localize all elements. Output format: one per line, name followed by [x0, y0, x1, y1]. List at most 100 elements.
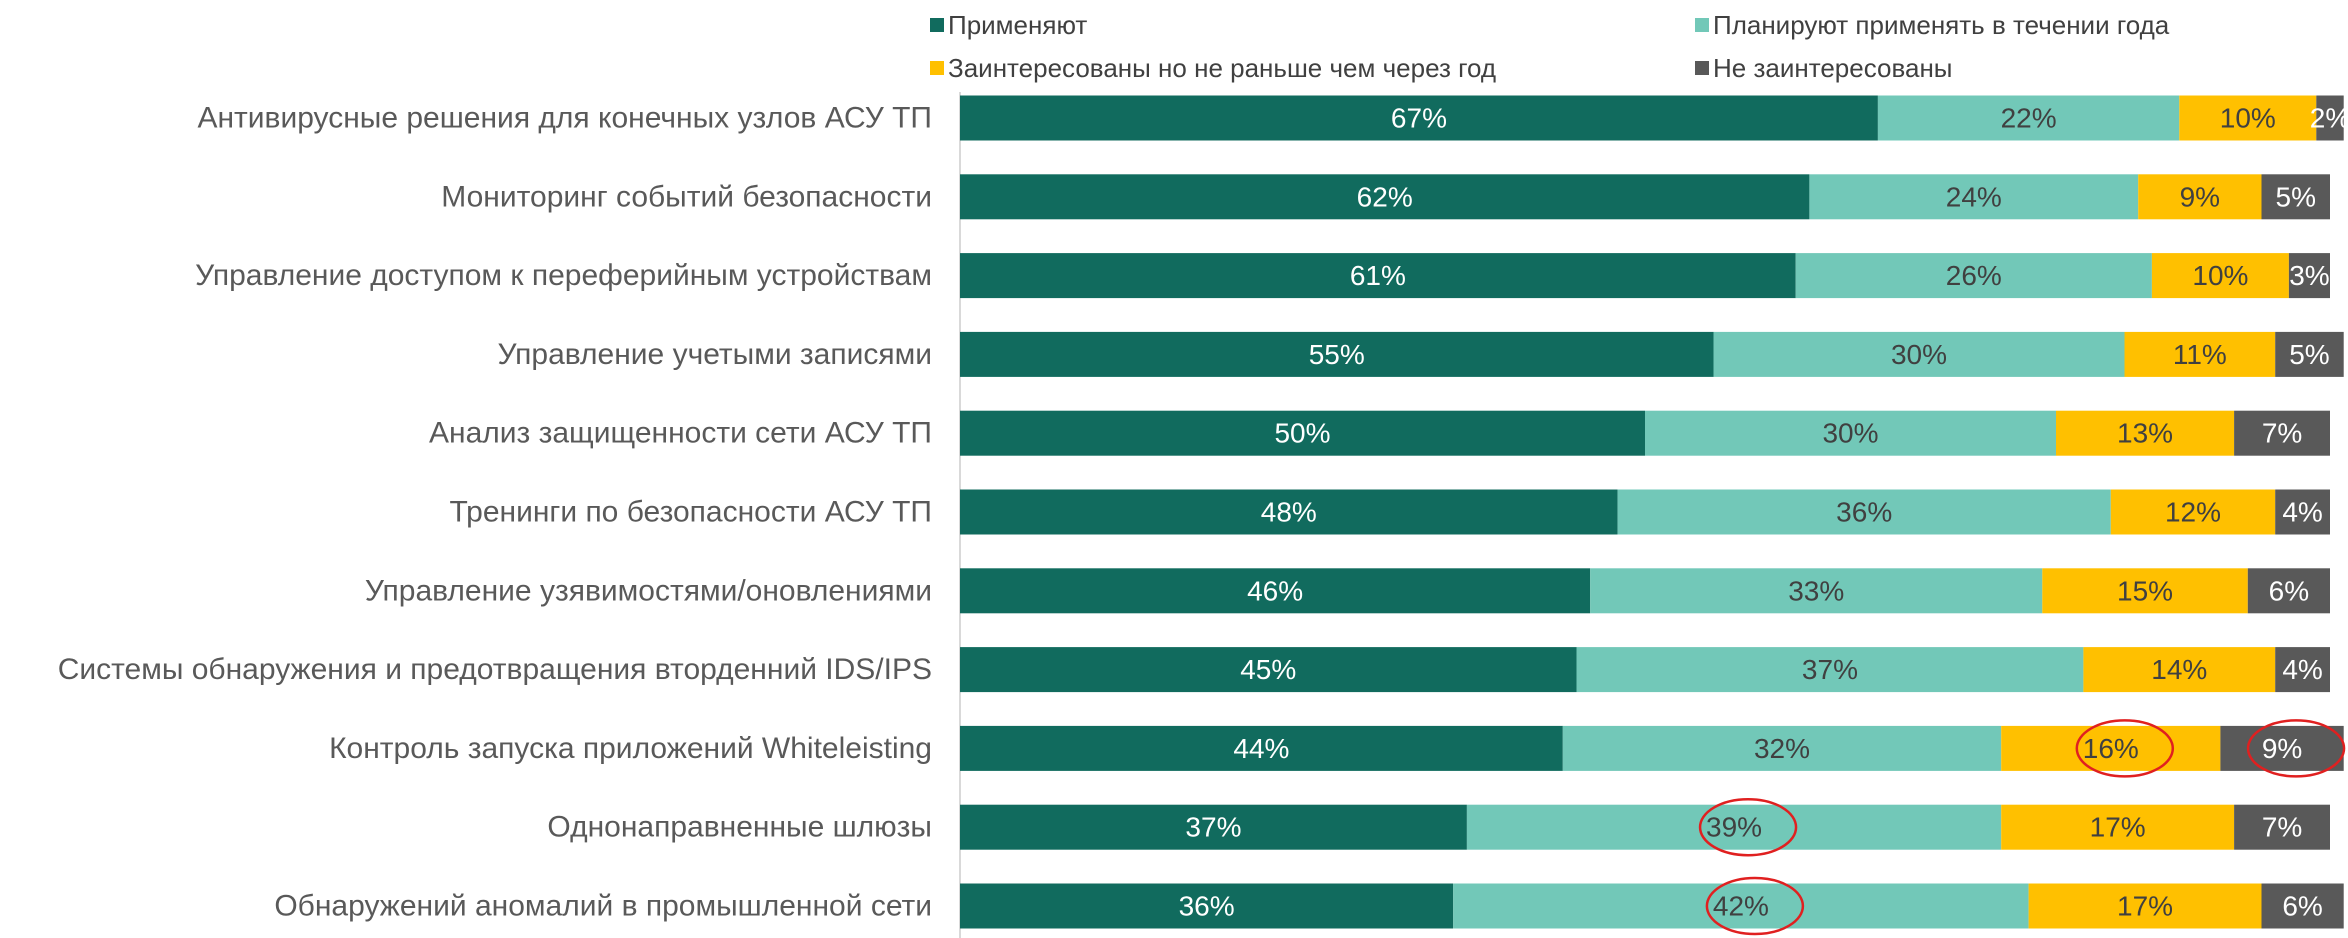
bar-segment [960, 489, 1618, 535]
bar-segment [2042, 568, 2248, 614]
bar-segment [1795, 253, 2152, 299]
bar-segment [2316, 95, 2344, 141]
category-label: Управление учетыми записями [497, 338, 932, 371]
bar-segment [960, 410, 1645, 456]
value-label: 30% [1822, 418, 1878, 449]
value-label: 24% [1946, 181, 2002, 212]
category-label: Мониторинг событий безопасности [441, 180, 932, 213]
bar-segment [2234, 804, 2330, 850]
bar-segment [2247, 568, 2330, 614]
bar-segment [960, 647, 1577, 693]
bar-segment [2179, 95, 2317, 141]
legend-swatch [1695, 18, 1709, 32]
value-label: 37% [1802, 654, 1858, 685]
value-label: 5% [2276, 181, 2316, 212]
value-label: 48% [1261, 497, 1317, 528]
value-label: 16% [2083, 733, 2139, 764]
category-label: Системы обнаружения и предотвращения вто… [58, 653, 932, 686]
value-label: 67% [1391, 103, 1447, 134]
legend-label: Планируют применять в течении года [1713, 10, 2170, 40]
value-label: 10% [2220, 103, 2276, 134]
value-label: 5% [2289, 339, 2329, 370]
bar-segment [2001, 804, 2235, 850]
bar-segment [960, 253, 1796, 299]
bar-segment [2083, 647, 2276, 693]
bar-segment [960, 725, 1563, 771]
legend-swatch [930, 18, 944, 32]
value-label: 6% [2269, 575, 2309, 606]
bar-segment [2028, 883, 2262, 929]
value-label: 7% [2262, 812, 2302, 843]
value-label: 39% [1706, 812, 1762, 843]
bar-segment [2110, 489, 2276, 535]
value-label: 37% [1185, 812, 1241, 843]
category-label: Однонаправненные шлюзы [547, 811, 932, 844]
bar-segment [2056, 410, 2235, 456]
value-label: 36% [1179, 891, 1235, 922]
bar-segment [2288, 253, 2330, 299]
value-label: 32% [1754, 733, 1810, 764]
bar-segment [960, 568, 1591, 614]
value-label: 15% [2117, 575, 2173, 606]
legend-label: Применяют [948, 10, 1087, 40]
value-label: 3% [2289, 260, 2329, 291]
bar-segment [1576, 647, 2084, 693]
value-label: 55% [1309, 339, 1365, 370]
bar-segment [2001, 725, 2221, 771]
value-label: 6% [2282, 891, 2322, 922]
value-label: 22% [2001, 103, 2057, 134]
value-label: 10% [2192, 260, 2248, 291]
value-label: 2% [2310, 103, 2348, 134]
value-label: 12% [2165, 497, 2221, 528]
value-label: 50% [1274, 418, 1330, 449]
legend-label: Заинтересованы но не раньше чем через го… [948, 53, 1496, 83]
bar-segment [1617, 489, 2111, 535]
bar-segment [960, 174, 1810, 220]
legend-label: Не заинтересованы [1713, 53, 1953, 83]
bar-segment [1590, 568, 2043, 614]
category-label: Тренинги по безопасности АСУ ТП [450, 496, 933, 529]
bar-segment [2275, 331, 2344, 377]
value-label: 36% [1836, 497, 1892, 528]
bar-segment [2275, 489, 2330, 535]
value-label: 61% [1350, 260, 1406, 291]
bar-segment [1713, 331, 2125, 377]
bar-segment [960, 95, 1878, 141]
bar-segment [1453, 883, 2029, 929]
bar-segment [1562, 725, 2002, 771]
bar-segment [2275, 647, 2330, 693]
bar-segment [2124, 331, 2276, 377]
value-label: 42% [1713, 891, 1769, 922]
bar-segment [1809, 174, 2139, 220]
bar-segment [2151, 253, 2289, 299]
bar-segment [1877, 95, 2180, 141]
value-label: 17% [2090, 812, 2146, 843]
value-label: 62% [1357, 181, 1413, 212]
value-label: 45% [1240, 654, 1296, 685]
legend-swatch [930, 61, 944, 75]
legend-swatch [1695, 61, 1709, 75]
highlight-circle [1705, 876, 1805, 936]
value-label: 33% [1788, 575, 1844, 606]
category-label: Анализ защищенности сети АСУ ТП [429, 417, 932, 450]
value-label: 4% [2282, 654, 2322, 685]
category-label: Управление узявимостями/оновлениями [365, 574, 932, 607]
bar-segment [2138, 174, 2262, 220]
value-label: 17% [2117, 891, 2173, 922]
category-label: Обнаружений аномалий в промышленной сети [274, 890, 932, 923]
highlight-circle [2075, 719, 2175, 778]
bar-segment [2220, 725, 2344, 771]
bar-segment [2234, 410, 2330, 456]
value-label: 26% [1946, 260, 2002, 291]
bar-segment [960, 883, 1454, 929]
value-label: 13% [2117, 418, 2173, 449]
value-label: 11% [2173, 339, 2227, 370]
value-label: 46% [1247, 575, 1303, 606]
value-label: 9% [2180, 181, 2220, 212]
category-label: Антивирусные решения для конечных узлов … [197, 102, 932, 135]
highlight-circle [1698, 797, 1798, 857]
category-label: Управление доступом к переферийным устро… [195, 259, 932, 292]
bar-segment [960, 804, 1467, 850]
category-label: Контроль запуска приложений Whiteleistin… [329, 732, 932, 765]
